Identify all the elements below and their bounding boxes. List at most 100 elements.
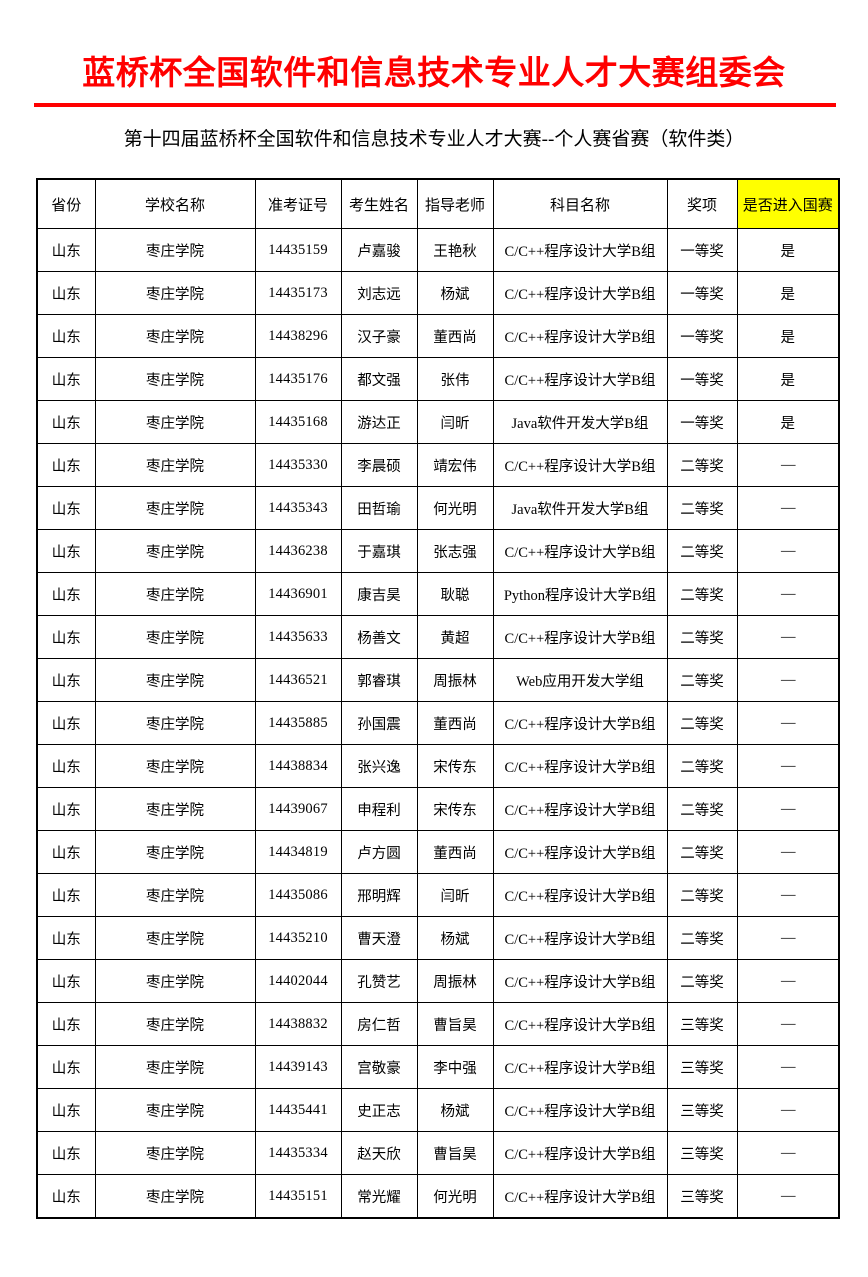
cell-award: 三等奖 xyxy=(666,1002,738,1046)
cell-coach: 李中强 xyxy=(416,1045,494,1089)
cell-coach: 周振林 xyxy=(416,658,494,702)
cell-coach: 张伟 xyxy=(416,357,494,401)
cell-student-name: 汉子豪 xyxy=(340,314,418,358)
cell-subject: Java软件开发大学B组 xyxy=(492,400,668,444)
cell-student-name: 李晨硕 xyxy=(340,443,418,487)
cell-school: 枣庄学院 xyxy=(94,271,256,315)
cell-subject: C/C++程序设计大学B组 xyxy=(492,1088,668,1132)
cell-student-name: 张兴逸 xyxy=(340,744,418,788)
cell-coach: 宋传东 xyxy=(416,787,494,831)
cell-school: 枣庄学院 xyxy=(94,744,256,788)
cell-ticket-number: 14435334 xyxy=(254,1131,342,1175)
cell-award: 三等奖 xyxy=(666,1045,738,1089)
cell-ticket-number: 14435086 xyxy=(254,873,342,917)
cell-subject: Web应用开发大学组 xyxy=(492,658,668,702)
cell-subject: C/C++程序设计大学B组 xyxy=(492,916,668,960)
cell-province: 山东 xyxy=(36,271,96,315)
cell-award: 一等奖 xyxy=(666,357,738,401)
cell-province: 山东 xyxy=(36,443,96,487)
column-header-province: 省份 xyxy=(36,178,96,229)
cell-ticket-number: 14435151 xyxy=(254,1174,342,1219)
cell-national-final: — xyxy=(736,529,840,573)
cell-student-name: 于嘉琪 xyxy=(340,529,418,573)
cell-award: 二等奖 xyxy=(666,787,738,831)
cell-school: 枣庄学院 xyxy=(94,486,256,530)
results-table-container: 省份 学校名称 准考证号 考生姓名 指导老师 科目名称 奖项 是否进入国赛 山东… xyxy=(36,178,840,1219)
cell-student-name: 刘志远 xyxy=(340,271,418,315)
cell-national-final: — xyxy=(736,658,840,702)
cell-student-name: 杨善文 xyxy=(340,615,418,659)
cell-national-final: — xyxy=(736,443,840,487)
table-row: 山东 枣庄学院 14436521 郭睿琪 周振林 Web应用开发大学组 二等奖 — xyxy=(36,658,840,702)
cell-national-final: — xyxy=(736,744,840,788)
table-header-row: 省份 学校名称 准考证号 考生姓名 指导老师 科目名称 奖项 是否进入国赛 xyxy=(36,178,840,229)
table-row: 山东 枣庄学院 14438834 张兴逸 宋传东 C/C++程序设计大学B组 二等奖 — xyxy=(36,744,840,788)
cell-national-final: — xyxy=(736,1088,840,1132)
cell-school: 枣庄学院 xyxy=(94,400,256,444)
cell-award: 二等奖 xyxy=(666,486,738,530)
table-row: 山东 枣庄学院 14435885 孙国震 董西尚 C/C++程序设计大学B组 二等奖 — xyxy=(36,701,840,745)
cell-ticket-number: 14438832 xyxy=(254,1002,342,1046)
cell-school: 枣庄学院 xyxy=(94,572,256,616)
table-row: 山东 枣庄学院 14435210 曹天澄 杨斌 C/C++程序设计大学B组 二等奖 — xyxy=(36,916,840,960)
cell-ticket-number: 14435176 xyxy=(254,357,342,401)
cell-subject: C/C++程序设计大学B组 xyxy=(492,1045,668,1089)
cell-ticket-number: 14435168 xyxy=(254,400,342,444)
cell-province: 山东 xyxy=(36,787,96,831)
cell-ticket-number: 14435633 xyxy=(254,615,342,659)
cell-coach: 杨斌 xyxy=(416,1088,494,1132)
table-row: 山东 枣庄学院 14435441 史正志 杨斌 C/C++程序设计大学B组 三等奖 — xyxy=(36,1088,840,1132)
cell-ticket-number: 14439143 xyxy=(254,1045,342,1089)
cell-coach: 杨斌 xyxy=(416,916,494,960)
column-header-award: 奖项 xyxy=(666,178,738,229)
cell-school: 枣庄学院 xyxy=(94,1131,256,1175)
cell-award: 二等奖 xyxy=(666,701,738,745)
cell-ticket-number: 14436521 xyxy=(254,658,342,702)
cell-subject: C/C++程序设计大学B组 xyxy=(492,357,668,401)
cell-national-final: — xyxy=(736,701,840,745)
cell-student-name: 游达正 xyxy=(340,400,418,444)
cell-student-name: 常光耀 xyxy=(340,1174,418,1219)
cell-subject: C/C++程序设计大学B组 xyxy=(492,529,668,573)
cell-ticket-number: 14436901 xyxy=(254,572,342,616)
cell-coach: 董西尚 xyxy=(416,701,494,745)
cell-province: 山东 xyxy=(36,744,96,788)
table-row: 山东 枣庄学院 14435168 游达正 闫昕 Java软件开发大学B组 一等奖是 xyxy=(36,400,840,444)
cell-coach: 曹旨昊 xyxy=(416,1002,494,1046)
cell-ticket-number: 14438296 xyxy=(254,314,342,358)
cell-province: 山东 xyxy=(36,701,96,745)
cell-subject: C/C++程序设计大学B组 xyxy=(492,443,668,487)
cell-award: 三等奖 xyxy=(666,1174,738,1219)
cell-coach: 黄超 xyxy=(416,615,494,659)
cell-subject: C/C++程序设计大学B组 xyxy=(492,1174,668,1219)
cell-subject: C/C++程序设计大学B组 xyxy=(492,959,668,1003)
cell-ticket-number: 14435330 xyxy=(254,443,342,487)
cell-student-name: 赵天欣 xyxy=(340,1131,418,1175)
cell-student-name: 田哲瑜 xyxy=(340,486,418,530)
cell-coach: 耿聪 xyxy=(416,572,494,616)
cell-award: 二等奖 xyxy=(666,916,738,960)
cell-province: 山东 xyxy=(36,615,96,659)
cell-student-name: 曹天澄 xyxy=(340,916,418,960)
table-row: 山东 枣庄学院 14436901 康吉昊 耿聪 Python程序设计大学B组 二等奖 — xyxy=(36,572,840,616)
table-row: 山东 枣庄学院 14439143 宫敬豪 李中强 C/C++程序设计大学B组 三等奖 — xyxy=(36,1045,840,1089)
cell-school: 枣庄学院 xyxy=(94,615,256,659)
cell-ticket-number: 14434819 xyxy=(254,830,342,874)
cell-award: 二等奖 xyxy=(666,615,738,659)
cell-coach: 靖宏伟 xyxy=(416,443,494,487)
cell-student-name: 孙国震 xyxy=(340,701,418,745)
cell-national-final: — xyxy=(736,1174,840,1219)
cell-province: 山东 xyxy=(36,357,96,401)
cell-ticket-number: 14435441 xyxy=(254,1088,342,1132)
cell-school: 枣庄学院 xyxy=(94,959,256,1003)
cell-ticket-number: 14436238 xyxy=(254,529,342,573)
masthead: 蓝桥杯全国软件和信息技术专业人才大赛组委会 xyxy=(0,0,868,96)
table-body: 山东 枣庄学院 14435159 卢嘉骏 王艳秋 C/C++程序设计大学B组 一等奖是山东枣… xyxy=(36,228,840,1219)
table-row: 山东 枣庄学院 14436238 于嘉琪 张志强 C/C++程序设计大学B组 二等奖 — xyxy=(36,529,840,573)
table-row: 山东 枣庄学院 14435633 杨善文 黄超 C/C++程序设计大学B组 二等奖 — xyxy=(36,615,840,659)
column-header-school: 学校名称 xyxy=(94,178,256,229)
cell-award: 二等奖 xyxy=(666,744,738,788)
cell-school: 枣庄学院 xyxy=(94,916,256,960)
cell-coach: 闫昕 xyxy=(416,400,494,444)
cell-province: 山东 xyxy=(36,486,96,530)
